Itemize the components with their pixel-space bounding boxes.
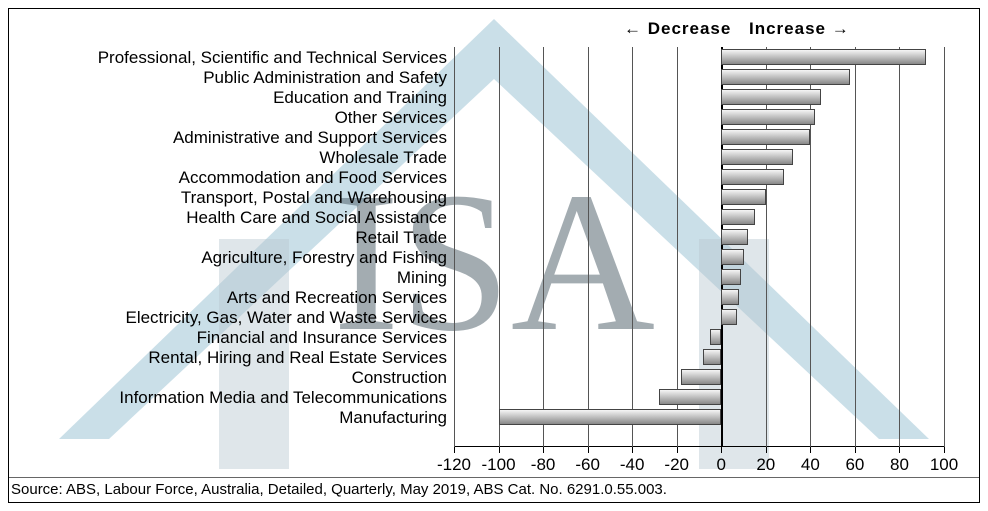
bar [721,229,748,245]
bar [721,249,743,265]
header-increase: Increase → [749,19,850,39]
y-label: Other Services [335,109,447,126]
bar [721,169,783,185]
source-text: Source: ABS, Labour Force, Australia, De… [11,481,667,498]
x-tick-label: -120 [437,455,471,475]
x-tick [721,447,722,453]
bar [721,309,737,325]
y-label: Construction [352,369,447,386]
grid-line [810,47,811,447]
grid-line [543,47,544,447]
plot-area: -120-100-80-60-40-20020406080100 [454,47,944,447]
bar [721,109,815,125]
bar [721,149,792,165]
x-tick-label: -40 [620,455,645,475]
bar [721,69,850,85]
x-tick-label: -100 [482,455,516,475]
grid-line [588,47,589,447]
bar [721,209,754,225]
x-tick [454,447,455,453]
grid-line [632,47,633,447]
y-label: Public Administration and Safety [203,69,447,86]
bar [721,129,810,145]
y-label: Health Care and Social Assistance [186,209,447,226]
x-tick-label: 80 [890,455,909,475]
grid-line [855,47,856,447]
x-tick-label: 20 [756,455,775,475]
y-label: Arts and Recreation Services [227,289,447,306]
bar [721,49,926,65]
bar [681,369,721,385]
x-tick-label: 60 [845,455,864,475]
x-tick [855,447,856,453]
y-label: Mining [397,269,447,286]
bar [703,349,721,365]
bar [721,89,821,105]
bar [710,329,721,345]
header-decrease: ← Decrease [624,19,731,39]
y-label: Electricity, Gas, Water and Waste Servic… [125,309,447,326]
x-tick [588,447,589,453]
bar [721,269,741,285]
grid-line [454,47,455,447]
y-label: Information Media and Telecommunications [119,389,447,406]
y-label: Rental, Hiring and Real Estate Services [148,349,447,366]
source-rule [9,477,979,478]
y-label: Wholesale Trade [319,149,447,166]
x-tick [944,447,945,453]
x-tick [766,447,767,453]
x-tick-label: 100 [930,455,958,475]
grid-line [766,47,767,447]
y-label: Education and Training [273,89,447,106]
x-tick [543,447,544,453]
x-tick [632,447,633,453]
y-label: Manufacturing [339,409,447,426]
x-tick-label: 40 [801,455,820,475]
x-tick [499,447,500,453]
x-tick [677,447,678,453]
y-label: Transport, Postal and Warehousing [181,189,447,206]
y-label: Financial and Insurance Services [197,329,447,346]
bar [499,409,722,425]
chart-container: ISA ← Decrease Increase → -120-100-80-60… [8,8,980,503]
x-tick-label: -80 [531,455,556,475]
y-label: Accommodation and Food Services [179,169,447,186]
y-label: Retail Trade [355,229,447,246]
y-label: Administrative and Support Services [173,129,447,146]
bar [721,189,766,205]
x-tick-label: -60 [575,455,600,475]
bar [659,389,721,405]
grid-line [499,47,500,447]
y-label: Professional, Scientific and Technical S… [98,49,447,66]
grid-line [899,47,900,447]
x-tick [810,447,811,453]
y-label: Agriculture, Forestry and Fishing [201,249,447,266]
chart-inner: ← Decrease Increase → -120-100-80-60-40-… [9,9,979,502]
x-tick-label: 0 [717,455,726,475]
zero-line [721,47,723,447]
x-tick [899,447,900,453]
grid-line [944,47,945,447]
grid-line [677,47,678,447]
bar [721,289,739,305]
x-axis-line [454,446,944,447]
x-tick-label: -20 [664,455,689,475]
